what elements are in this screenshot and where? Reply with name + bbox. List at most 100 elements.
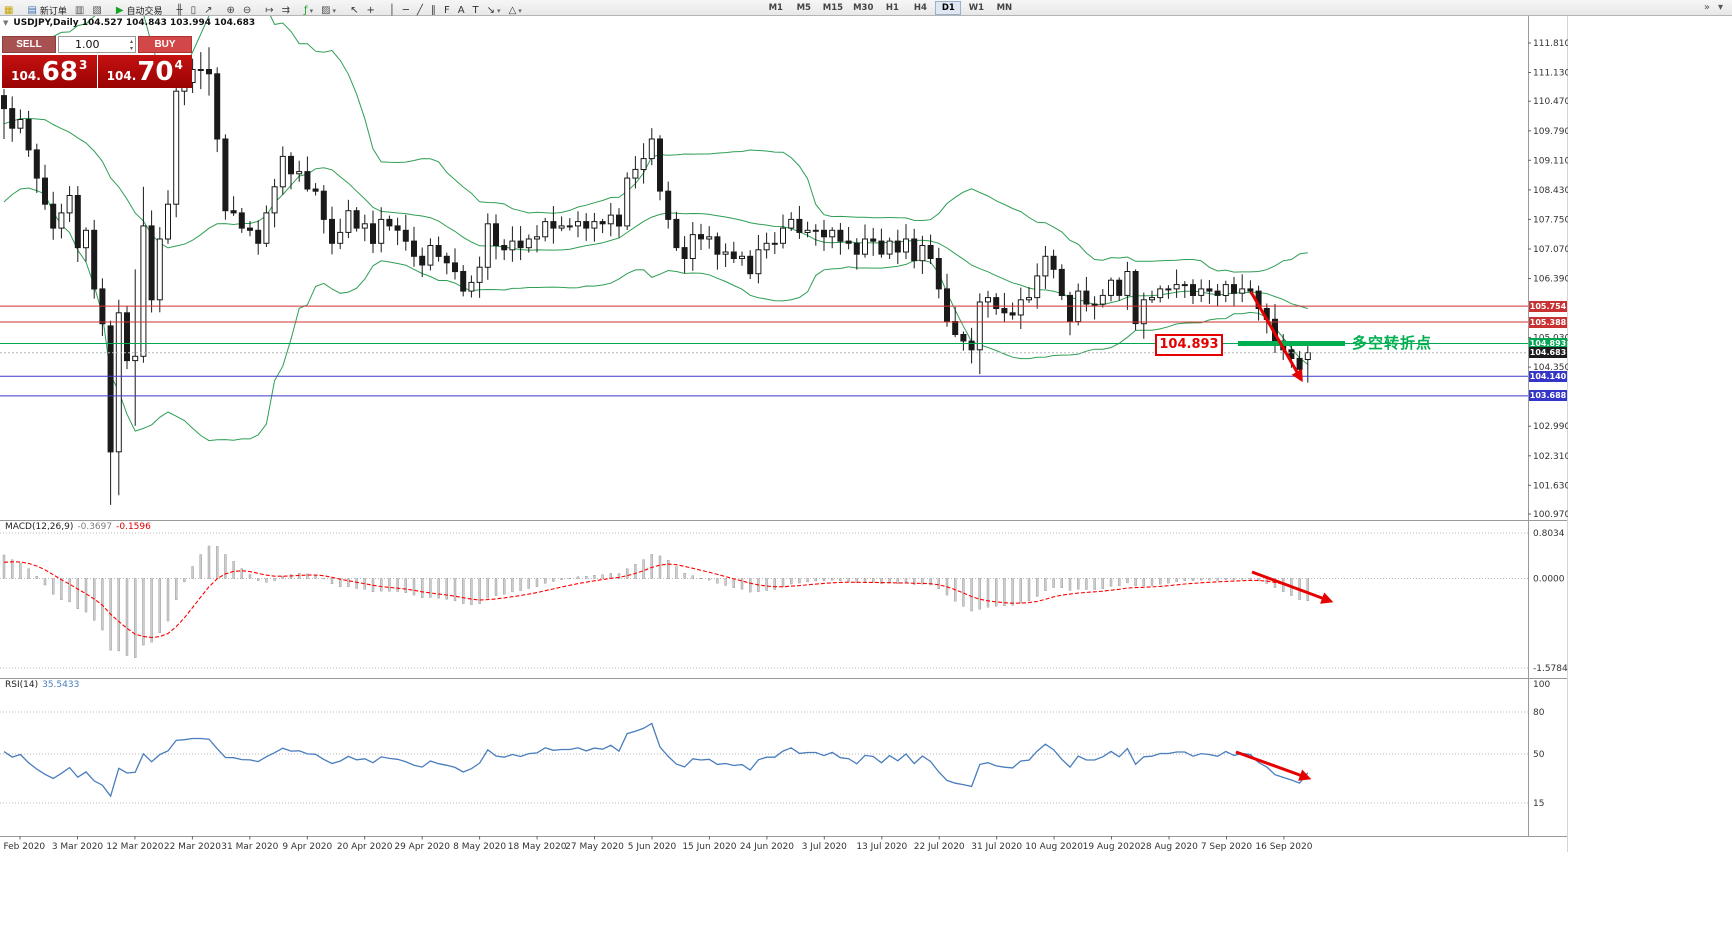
timeframe-mn[interactable]: MN xyxy=(996,2,1013,13)
timeframe-m30[interactable]: M30 xyxy=(853,2,874,13)
chart-shift-button[interactable]: ⇉ xyxy=(279,4,293,17)
svg-text:24 Jun 2020: 24 Jun 2020 xyxy=(740,842,794,852)
new-order-icon: ▤ xyxy=(27,5,37,16)
channel-icon: ∥ xyxy=(430,5,436,16)
chevron-down-icon: ▾ xyxy=(518,6,522,15)
svg-text:111.130: 111.130 xyxy=(1533,69,1568,79)
one-click-panel-toggle-icon[interactable]: ▼ xyxy=(3,19,9,27)
rsi-name: RSI(14) xyxy=(5,680,39,690)
macd-signal-line xyxy=(3,561,1308,639)
label-button[interactable]: T xyxy=(470,4,482,17)
svg-text:13 Jul 2020: 13 Jul 2020 xyxy=(856,842,907,852)
templates-button[interactable]: ▨ ▾ xyxy=(318,4,339,17)
svg-text:31 Jul 2020: 31 Jul 2020 xyxy=(971,842,1022,852)
price-badge-103.688: 103.688 xyxy=(1529,390,1567,402)
label-icon: T xyxy=(472,5,479,16)
buy-button[interactable]: BUY xyxy=(138,36,192,53)
channel-button[interactable]: ∥ xyxy=(428,4,439,17)
svg-text:27 May 2020: 27 May 2020 xyxy=(565,842,624,852)
autotrading-icon: ▶ xyxy=(115,5,124,16)
fibonacci-button[interactable]: F xyxy=(441,4,453,17)
timeframe-h4[interactable]: H4 xyxy=(913,2,927,13)
timeframe-d1[interactable]: D1 xyxy=(935,0,962,15)
indicators-icon: ƒ xyxy=(304,5,308,16)
svg-text:3 Mar 2020: 3 Mar 2020 xyxy=(52,842,104,852)
arrows-icon: ↘ xyxy=(486,5,496,16)
app-icon[interactable]: ▦ xyxy=(1,4,16,17)
down-arrow-macd[interactable] xyxy=(1251,570,1334,604)
lot-decrease-icon[interactable]: ▾ xyxy=(129,45,133,52)
auto-scroll-icon: ↦ xyxy=(265,5,274,16)
timeframe-h1[interactable]: H1 xyxy=(885,2,899,13)
text-button[interactable]: A xyxy=(455,4,468,17)
bollinger-band-line xyxy=(3,187,1309,442)
svg-text:100: 100 xyxy=(1533,680,1550,690)
down-arrow-main[interactable] xyxy=(1249,291,1303,383)
breakout-price-label[interactable]: 104.893 xyxy=(1155,334,1223,356)
svg-text:8 May 2020: 8 May 2020 xyxy=(453,842,506,852)
autotrading-button-label: 自动交易 xyxy=(126,7,163,17)
text-icon: A xyxy=(457,5,465,16)
svg-text:0.8034: 0.8034 xyxy=(1533,529,1565,539)
turning-point-label[interactable]: 多空转折点 xyxy=(1352,334,1433,352)
timeframe-w1[interactable]: W1 xyxy=(968,2,985,13)
horizontal-line-button[interactable]: ─ xyxy=(400,4,412,17)
cursor-button[interactable]: ↖ xyxy=(347,4,361,17)
bid-price-big: 68 xyxy=(41,56,78,87)
timeframe-m5[interactable]: M5 xyxy=(796,2,811,13)
svg-text:110.470: 110.470 xyxy=(1533,97,1568,107)
auto-scroll-button[interactable]: ↦ xyxy=(262,4,276,17)
svg-text:-1.5784: -1.5784 xyxy=(1533,664,1568,674)
profiles-icon[interactable]: ▧ xyxy=(89,4,104,17)
bid-price-prefix: 104. xyxy=(11,69,41,83)
app-icon-icon: ▦ xyxy=(4,5,14,16)
svg-text:100.970: 100.970 xyxy=(1533,510,1568,520)
svg-text:50: 50 xyxy=(1533,750,1545,760)
svg-text:0.0000: 0.0000 xyxy=(1533,575,1565,585)
svg-text:80: 80 xyxy=(1533,708,1545,718)
lot-increase-icon[interactable]: ▴ xyxy=(129,38,133,45)
svg-text:108.430: 108.430 xyxy=(1533,186,1568,196)
sell-price-button[interactable]: 104. 68 3 xyxy=(2,55,97,88)
svg-text:16 Sep 2020: 16 Sep 2020 xyxy=(1255,842,1312,852)
macd-indicator-label: MACD(12,26,9) -0.3697 -0.1596 xyxy=(5,522,151,532)
zoom-out-button[interactable]: ⊖ xyxy=(240,4,254,17)
svg-text:19 Aug 2020: 19 Aug 2020 xyxy=(1083,842,1141,852)
chart-plot-area[interactable]: 111.810 111.130 110.470 109.790 109.110 108.4… xyxy=(0,0,1568,852)
ask-price-prefix: 104. xyxy=(106,69,137,83)
indicators-button[interactable]: ƒ ▾ xyxy=(301,4,316,17)
zoom-in-button[interactable]: ⊕ xyxy=(223,4,237,17)
rsi-indicator-label: RSI(14) 35.5433 xyxy=(5,680,79,690)
crosshair-button[interactable]: + xyxy=(363,4,377,17)
cursor-icon: ↖ xyxy=(350,5,359,16)
down-arrow-rsi[interactable] xyxy=(1235,750,1312,781)
new-order-button-label: 新订单 xyxy=(39,7,67,17)
bar-chart-button[interactable]: ╫ xyxy=(174,4,186,17)
trendline-button[interactable]: ╱ xyxy=(414,4,426,17)
zoom-out-icon: ⊖ xyxy=(242,5,252,16)
lot-size-input[interactable]: 1.00 ▴ ▾ xyxy=(58,36,136,53)
candlestick-chart-button[interactable]: ▯ xyxy=(188,4,200,17)
toolbar-overflow-button[interactable]: » xyxy=(1701,1,1713,14)
fibonacci-icon: F xyxy=(443,5,450,16)
price-badge-104.140: 104.140 xyxy=(1529,370,1567,382)
sell-button[interactable]: SELL xyxy=(2,36,56,53)
arrows-button[interactable]: ↘ ▾ xyxy=(484,4,504,17)
autotrading-button[interactable]: ▶ 自动交易 xyxy=(113,4,166,17)
svg-text:12 Mar 2020: 12 Mar 2020 xyxy=(106,842,163,852)
price-badge-104.893: 104.893 xyxy=(1529,338,1567,350)
timeframe-m1[interactable]: M1 xyxy=(768,2,783,13)
svg-text:15: 15 xyxy=(1533,799,1544,809)
buy-price-button[interactable]: 104. 70 4 xyxy=(97,55,192,88)
chart-windows-icon[interactable]: ▥ xyxy=(72,4,87,17)
vertical-line-button[interactable]: │ xyxy=(386,4,398,17)
timeframe-m15[interactable]: M15 xyxy=(822,2,844,13)
svg-text:5 Jun 2020: 5 Jun 2020 xyxy=(628,842,677,852)
symbol-ohlc-line: ▼ USDJPY,Daily 104.527 104.843 103.994 1… xyxy=(3,18,255,28)
shapes-button[interactable]: △ ▾ xyxy=(506,4,525,17)
toolbar-customize-button[interactable]: ▾ xyxy=(1715,1,1726,14)
chevron-down-icon: ▾ xyxy=(309,6,314,15)
line-chart-button[interactable]: ↗ xyxy=(201,4,215,17)
new-order-button[interactable]: ▤ 新订单 xyxy=(24,4,69,17)
